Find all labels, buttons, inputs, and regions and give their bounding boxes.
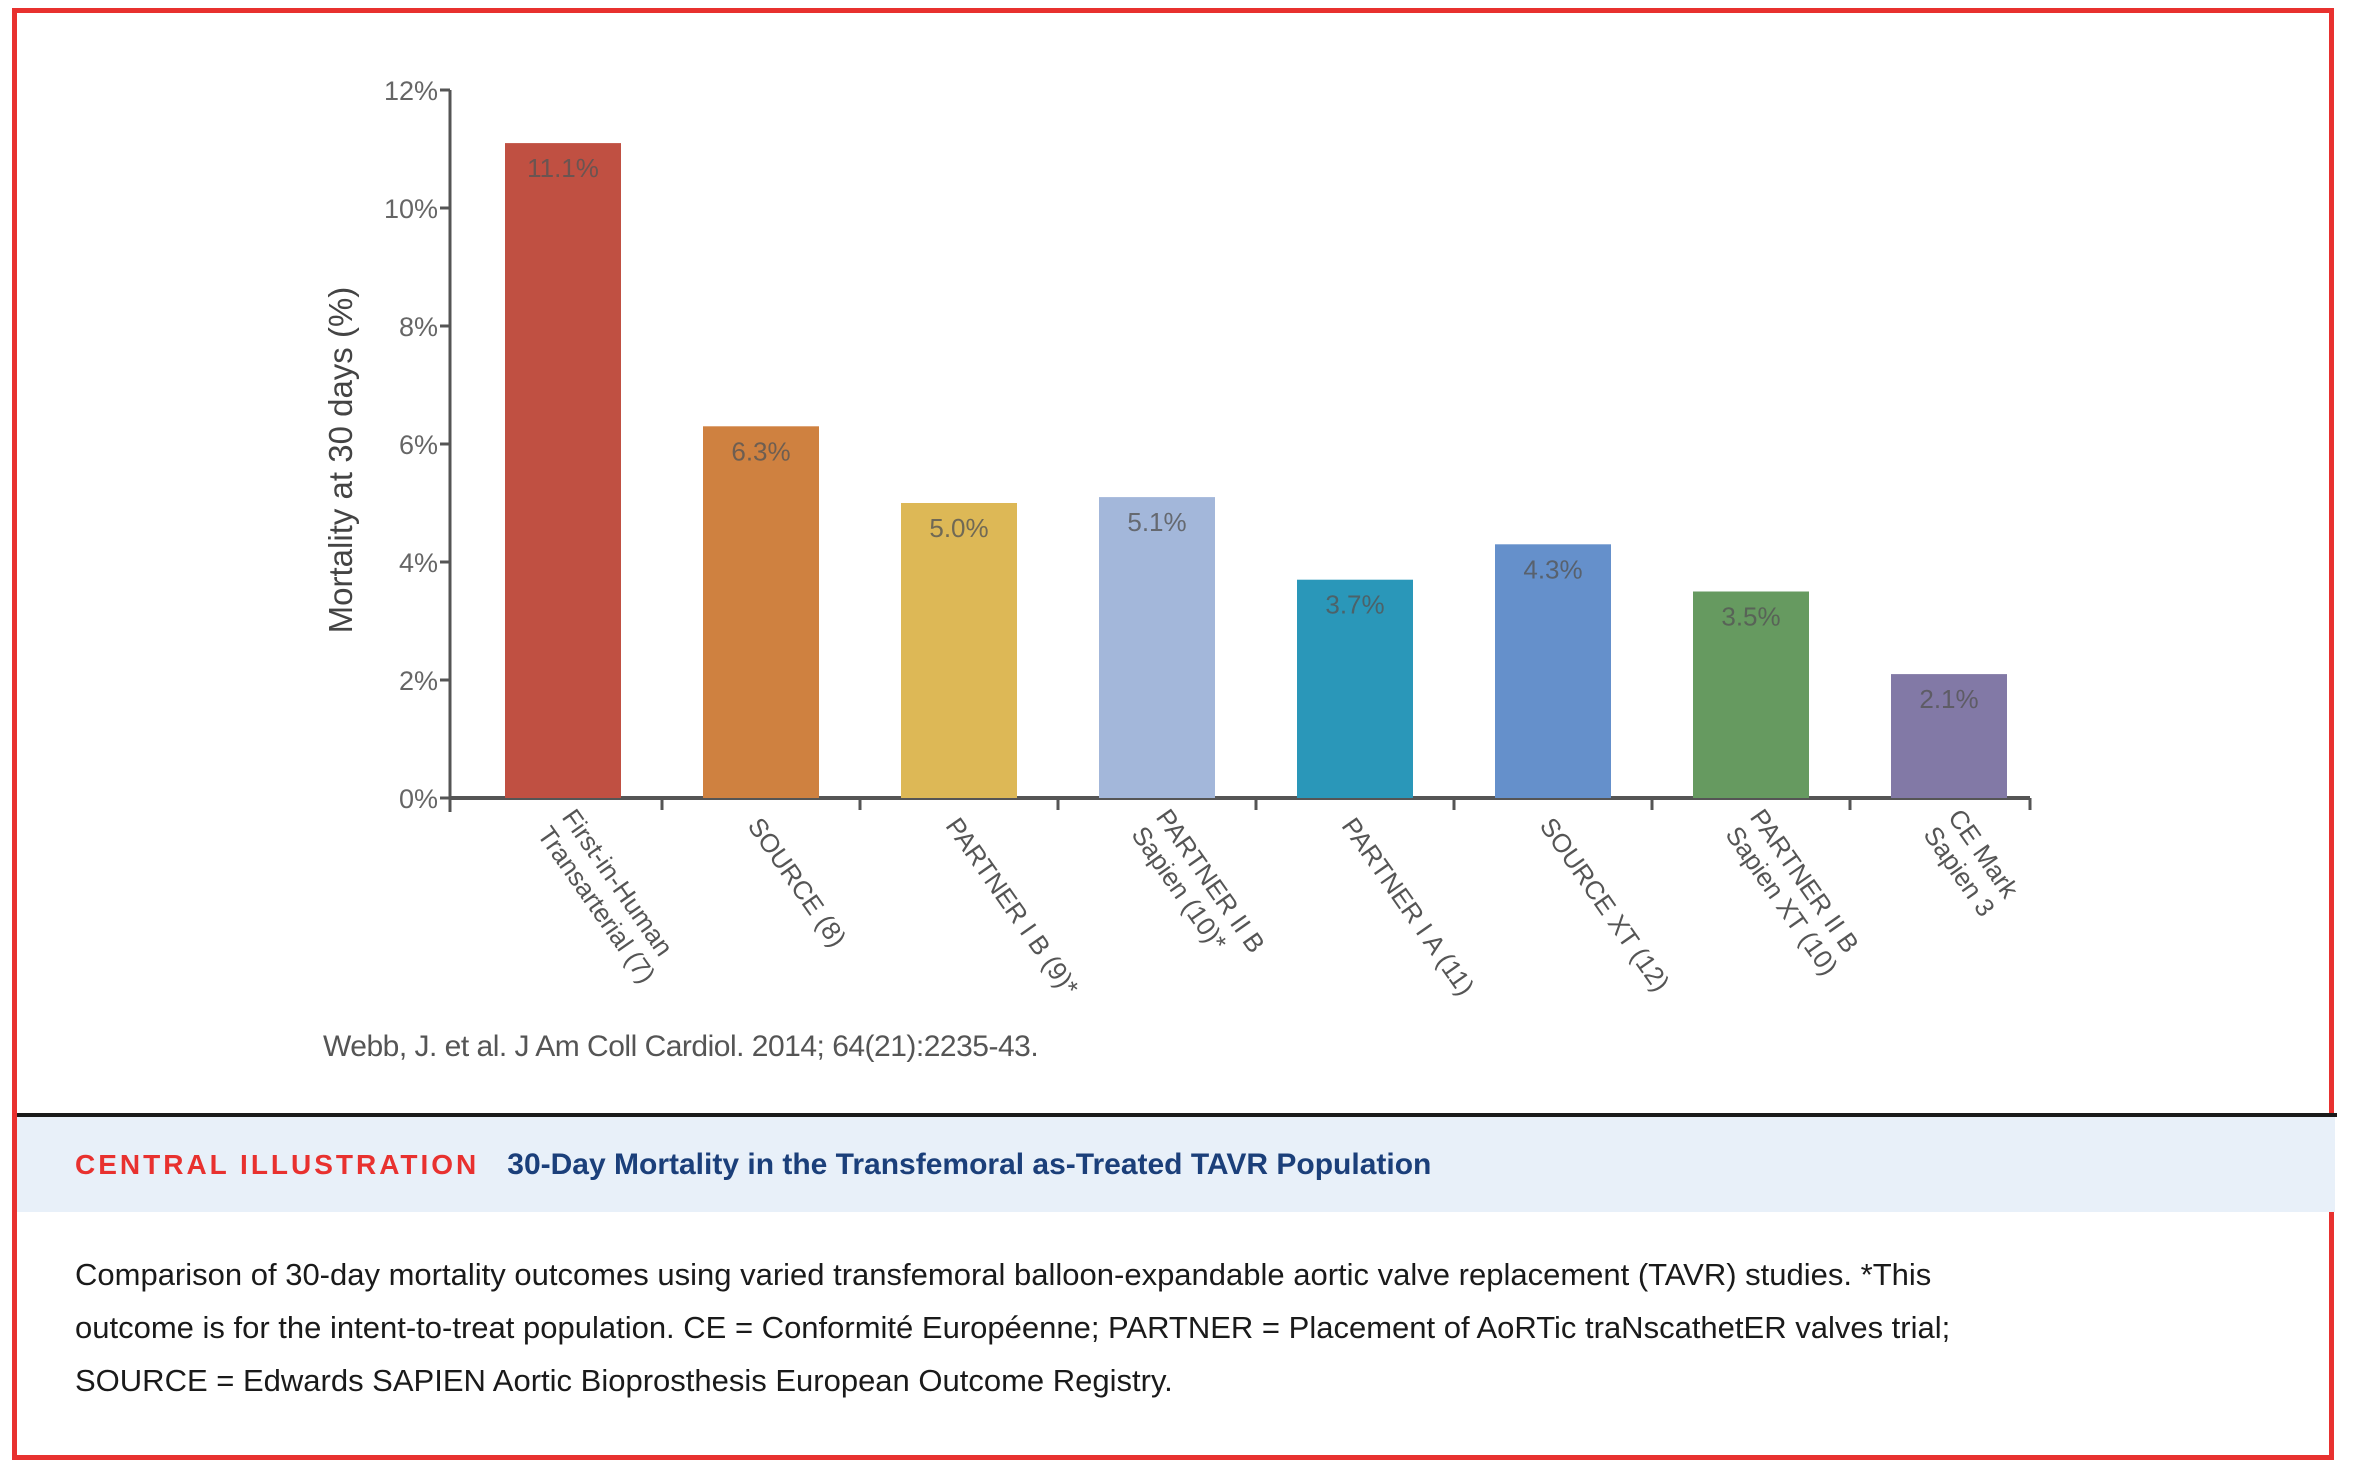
bar-value-label: 11.1% — [527, 153, 599, 183]
x-axis — [450, 796, 2032, 810]
bar — [1495, 544, 1611, 798]
y-tick-label: 4% — [399, 548, 438, 578]
bar-value-label: 5.1% — [1127, 507, 1186, 537]
bar-value-label: 6.3% — [731, 436, 790, 466]
y-tick-label: 12% — [384, 76, 438, 106]
bar-value-label: 5.0% — [929, 513, 988, 543]
y-axis: 0% 2% 4% 6% 8% 10% 12% — [384, 76, 452, 814]
y-axis-title-group: Mortality at 30 days (%) — [322, 287, 359, 634]
y-tick-label: 10% — [384, 194, 438, 224]
y-axis-title: Mortality at 30 days (%) — [322, 287, 359, 634]
x-tick-label: PARTNER I A (11) — [1336, 812, 1481, 1001]
bar-value-label: 2.1% — [1919, 684, 1978, 714]
illustration-title: 30-Day Mortality in the Transfemoral as-… — [507, 1147, 1432, 1181]
bar — [505, 143, 621, 799]
x-tick-label-line: PARTNER I B (9)* — [940, 812, 1085, 1001]
x-tick-label-line: SOURCE (8) — [742, 812, 853, 952]
x-tick-label: SOURCE (8) — [742, 812, 853, 952]
y-tick-label: 0% — [399, 784, 438, 814]
bar — [1693, 591, 1809, 798]
x-tick-label-line: PARTNER I A (11) — [1336, 812, 1481, 1001]
bar-chart: Mortality at 30 days (%) 0% 2% 4% 6% 8% 10% 12… — [322, 76, 2032, 1001]
y-tick-label: 8% — [399, 312, 438, 342]
bar — [901, 503, 1017, 798]
citation: Webb, J. et al. J Am Coll Cardiol. 2014;… — [323, 1030, 1039, 1063]
caption-line: Comparison of 30-day mortality outcomes … — [75, 1257, 1932, 1292]
bars: 11.1% 6.3% 5.0% 5.1% 3.7% 4.3% 3.5% 2.1% — [505, 143, 2007, 799]
x-tick-label: PARTNER I B (9)* — [940, 812, 1085, 1001]
illustration-header: CENTRAL ILLUSTRATION 30-Day Mortality in… — [17, 1117, 2335, 1212]
caption: Comparison of 30-day mortality outcomes … — [75, 1248, 2275, 1407]
x-tick-label: SOURCE XT (12) — [1534, 812, 1676, 997]
bar — [703, 426, 819, 798]
caption-line: outcome is for the intent-to-treat popul… — [75, 1310, 1951, 1345]
bar — [1099, 497, 1215, 798]
bar-value-label: 3.5% — [1721, 602, 1780, 632]
x-tick-label-line: SOURCE XT (12) — [1534, 812, 1676, 997]
bar — [1297, 579, 1413, 798]
caption-line: SOURCE = Edwards SAPIEN Aortic Bioprosth… — [75, 1363, 1173, 1398]
central-illustration-label: CENTRAL ILLUSTRATION — [75, 1148, 480, 1180]
bar-value-label: 4.3% — [1523, 554, 1582, 584]
divider — [17, 1113, 2337, 1117]
bar — [1891, 674, 2007, 798]
y-tick-label: 6% — [399, 430, 438, 460]
y-tick-label: 2% — [399, 666, 438, 696]
bar-value-label: 3.7% — [1325, 590, 1384, 620]
